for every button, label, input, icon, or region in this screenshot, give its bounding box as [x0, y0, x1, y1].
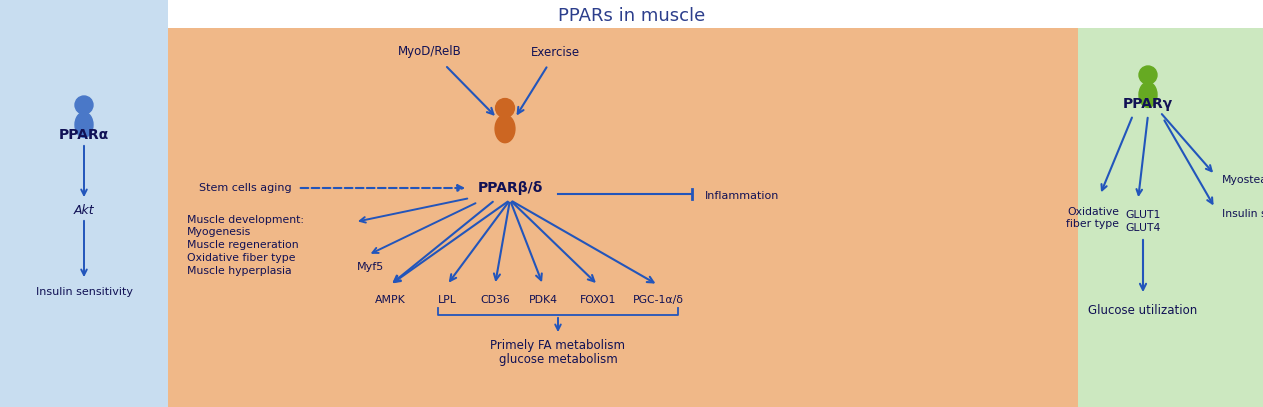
Text: Insulin sensitivity: Insulin sensitivity [35, 287, 133, 297]
Text: AMPK: AMPK [375, 295, 405, 305]
Text: Primely FA metabolism: Primely FA metabolism [490, 339, 625, 352]
Text: PDK4: PDK4 [528, 295, 557, 305]
Text: CD36: CD36 [480, 295, 510, 305]
Text: Oxidative: Oxidative [1067, 207, 1119, 217]
Text: Insulin sensitivity: Insulin sensitivity [1223, 209, 1263, 219]
Text: Myf5: Myf5 [356, 262, 384, 272]
Text: MyoD/RelB: MyoD/RelB [398, 46, 462, 59]
Text: Exercise: Exercise [530, 46, 580, 59]
Bar [168, 28, 1079, 407]
Text: GLUT4: GLUT4 [1125, 223, 1161, 233]
Ellipse shape [495, 115, 515, 143]
Text: Muscle hyperplasia: Muscle hyperplasia [187, 266, 292, 276]
Text: PPARβ/δ: PPARβ/δ [477, 181, 543, 195]
Text: PPARα: PPARα [59, 128, 109, 142]
Text: glucose metabolism: glucose metabolism [499, 352, 618, 365]
Text: PPARγ: PPARγ [1123, 97, 1173, 111]
Text: fiber type: fiber type [1066, 219, 1119, 229]
Text: Muscle regeneration: Muscle regeneration [187, 240, 298, 250]
Text: FOXO1: FOXO1 [580, 295, 616, 305]
Text: GLUT1: GLUT1 [1125, 210, 1161, 220]
Circle shape [75, 96, 93, 114]
Text: PGC-1α/δ: PGC-1α/δ [633, 295, 683, 305]
Text: LPL: LPL [437, 295, 456, 305]
Text: Myogenesis: Myogenesis [187, 227, 251, 237]
Text: Akt: Akt [73, 204, 95, 217]
Ellipse shape [1139, 82, 1157, 107]
Text: Oxidative fiber type: Oxidative fiber type [187, 253, 296, 263]
Circle shape [1139, 66, 1157, 84]
Bar [1079, 28, 1263, 407]
Text: Myosteatosis: Myosteatosis [1223, 175, 1263, 185]
Text: Inflammation: Inflammation [705, 191, 779, 201]
Circle shape [495, 98, 514, 118]
Ellipse shape [75, 112, 93, 138]
Text: PPARs in muscle: PPARs in muscle [558, 7, 705, 25]
Text: Stem cells aging: Stem cells aging [200, 183, 292, 193]
Text: Muscle development:: Muscle development: [187, 215, 304, 225]
Text: Glucose utilization: Glucose utilization [1089, 304, 1197, 317]
Bar [0, 0, 168, 407]
